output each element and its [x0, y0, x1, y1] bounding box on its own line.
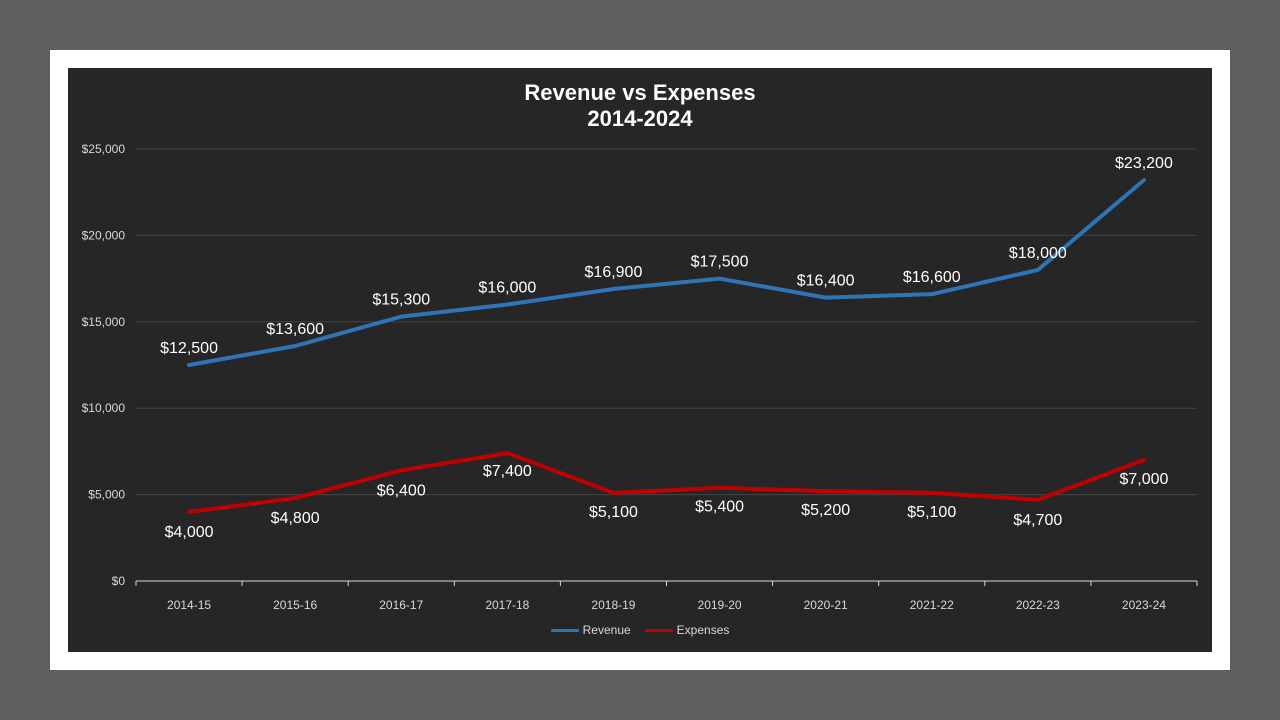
y-tick-label: $25,000: [82, 142, 126, 156]
x-tick-label: 2019-20: [698, 598, 742, 612]
chart-frame: Revenue vs Expenses 2014-2024 $0 $5,000 $1…: [50, 50, 1230, 670]
x-tick-label: 2015-16: [273, 598, 317, 612]
data-label-expenses: $5,100: [907, 504, 956, 521]
data-label-expenses: $5,200: [801, 502, 850, 519]
y-tick-label: $15,000: [82, 315, 126, 329]
data-label-revenue: $13,600: [266, 321, 324, 338]
legend-item-revenue: Revenue: [550, 623, 631, 637]
x-tick-label: 2016-17: [379, 598, 423, 612]
x-tick-label: 2023-24: [1122, 598, 1166, 612]
data-label-revenue: $12,500: [160, 340, 218, 357]
chart-title-block: Revenue vs Expenses 2014-2024: [68, 80, 1212, 132]
x-tick-label: 2022-23: [1016, 598, 1060, 612]
legend-label-revenue: Revenue: [582, 623, 631, 637]
data-label-expenses: $7,000: [1119, 471, 1168, 488]
y-tick-label: $10,000: [82, 401, 126, 415]
x-tick-label: 2020-21: [804, 598, 848, 612]
chart-subtitle: 2014-2024: [587, 106, 693, 131]
data-label-expenses: $5,400: [695, 499, 744, 516]
data-label-revenue: $16,000: [478, 280, 536, 297]
y-tick-label: $5,000: [88, 488, 125, 502]
x-tick-label: 2021-22: [910, 598, 954, 612]
legend: Revenue Expenses: [68, 623, 1212, 637]
series-line-expenses: [187, 451, 1146, 514]
data-label-revenue: $23,200: [1115, 155, 1173, 172]
x-tick-label: 2018-19: [591, 598, 635, 612]
x-tick-label: 2014-15: [167, 598, 211, 612]
legend-label-expenses: Expenses: [676, 623, 730, 637]
data-label-revenue: $17,500: [691, 254, 749, 271]
legend-swatch-revenue: [550, 628, 579, 632]
data-label-expenses: $4,000: [165, 524, 214, 541]
data-label-expenses: $5,100: [589, 504, 638, 521]
legend-item-expenses: Expenses: [644, 623, 730, 637]
data-label-revenue: $18,000: [1009, 245, 1067, 262]
data-label-revenue: $15,300: [372, 292, 430, 309]
legend-swatch-expenses: [644, 628, 673, 632]
data-label-expenses: $7,400: [483, 463, 532, 480]
data-label-revenue: $16,900: [585, 264, 643, 281]
chart-title: Revenue vs Expenses: [524, 80, 756, 105]
plot-area: $0 $5,000 $10,000 $15,000 $20,000 $25,000 2014…: [82, 142, 1198, 612]
x-tick-label: 2017-18: [485, 598, 529, 612]
data-label-revenue: $16,600: [903, 269, 961, 286]
series-line-revenue: [187, 178, 1146, 367]
chart-area: Revenue vs Expenses 2014-2024 $0 $5,000 $1…: [68, 68, 1212, 652]
y-tick-label: $0: [112, 574, 126, 588]
y-tick-label: $20,000: [82, 228, 126, 242]
data-label-expenses: $6,400: [377, 482, 426, 499]
data-label-expenses: $4,700: [1013, 512, 1062, 529]
data-label-expenses: $4,800: [271, 510, 320, 527]
data-label-revenue: $16,400: [797, 273, 855, 290]
